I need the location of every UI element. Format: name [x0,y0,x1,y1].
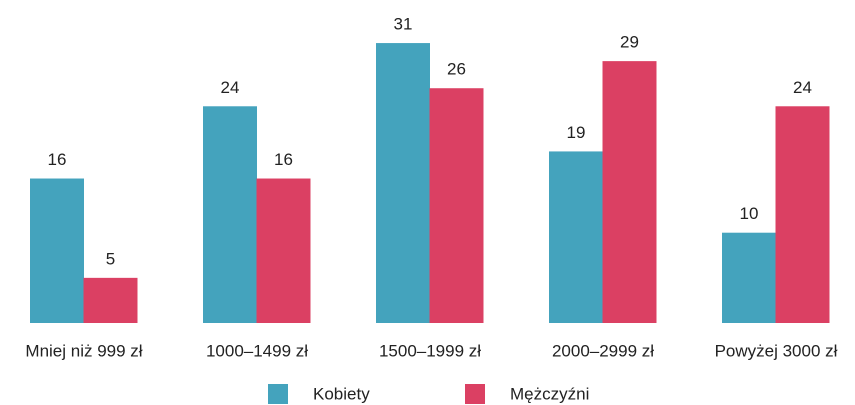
bar [83,277,138,323]
bar [602,61,657,323]
data-label: 31 [394,15,413,34]
bar [549,151,603,323]
x-tick-label: 1000–1499 zł [206,341,308,360]
legend-label: Mężczyźni [510,384,589,403]
data-label: 16 [274,150,293,169]
bar [722,232,776,323]
data-label: 24 [793,78,812,97]
data-label: 16 [48,150,67,169]
legend-label: Kobiety [313,384,370,403]
data-label: 24 [221,78,240,97]
data-label: 10 [740,204,759,223]
bar [429,88,484,323]
bar [775,106,830,323]
legend-swatch [465,384,485,404]
data-label: 29 [620,33,639,52]
x-tick-label: Powyżej 3000 zł [715,341,838,360]
bar [256,178,311,323]
legend-swatch [268,384,288,404]
bar [376,43,430,323]
x-tick-label: 1500–1999 zł [379,341,481,360]
bar [203,106,257,323]
bar [30,178,84,323]
x-tick-label: Mniej niż 999 zł [25,341,142,360]
data-label: 26 [447,60,466,79]
x-tick-label: 2000–2999 zł [552,341,654,360]
data-label: 5 [106,249,115,268]
data-label: 19 [567,123,586,142]
